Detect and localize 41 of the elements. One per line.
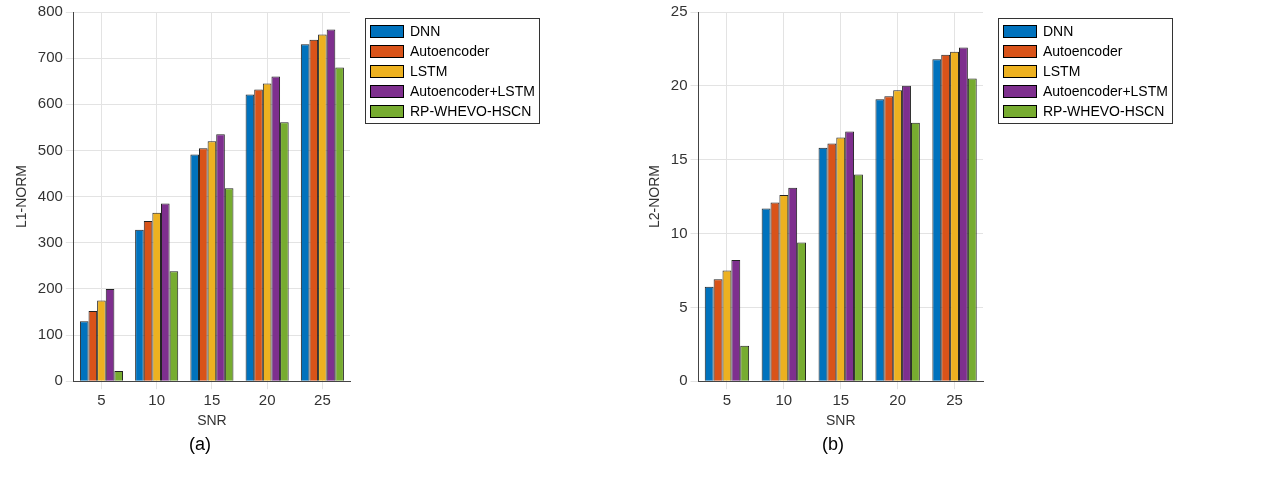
y-tick-label: 100 [37, 325, 63, 343]
y-axis-title: L2-NORM [646, 165, 663, 229]
text: (a) [188, 434, 212, 455]
y-tick-label: 15 [670, 149, 688, 167]
x-tick-label: 15 [832, 391, 850, 409]
y-tick-label: 700 [37, 48, 63, 66]
x-tick-label: 20 [258, 391, 276, 409]
legend-label: RP-WHEVO-HSCN [410, 103, 532, 119]
y-tick-label: 20 [670, 75, 688, 93]
legend-label: Autoencoder+LSTM [1043, 83, 1168, 99]
y-tick-label: 0 [54, 371, 63, 389]
y-tick-label: 10 [670, 223, 688, 241]
legend-label: LSTM [1043, 63, 1081, 79]
y-axis-title: L1-NORM [13, 165, 30, 229]
x-tick-label: 25 [946, 391, 963, 409]
y-tick-label: 300 [37, 232, 63, 250]
x-tick-label: 25 [314, 391, 331, 409]
y-tick-label: 500 [37, 140, 63, 158]
y-tick-label: 25 [670, 2, 688, 20]
legend-label: LSTM [410, 63, 448, 79]
legend-label: DNN [1043, 23, 1074, 39]
y-tick-label: 200 [37, 279, 63, 297]
x-tick-label: 15 [203, 391, 221, 409]
y-tick-label: 600 [37, 94, 63, 112]
y-tick-label: 800 [37, 2, 63, 20]
x-tick-label: 5 [97, 391, 106, 409]
legend-label: DNN [410, 23, 441, 39]
y-tick-label: 0 [679, 371, 688, 389]
x-tick-label: 10 [148, 391, 166, 409]
legend-label: Autoencoder [410, 43, 490, 59]
legend-label: RP-WHEVO-HSCN [1043, 103, 1165, 119]
text: (b) [821, 434, 845, 455]
y-tick-label: 400 [37, 186, 63, 204]
x-tick-label: 5 [722, 391, 732, 409]
legend-label: Autoencoder [1043, 43, 1123, 59]
legend-label: Autoencoder+LSTM [410, 83, 535, 99]
x-tick-label: 10 [775, 391, 793, 409]
x-tick-label: 20 [889, 391, 906, 409]
x-axis-title: SNR [825, 412, 856, 429]
x-axis-title: SNR [197, 412, 227, 429]
y-tick-label: 5 [679, 297, 688, 315]
